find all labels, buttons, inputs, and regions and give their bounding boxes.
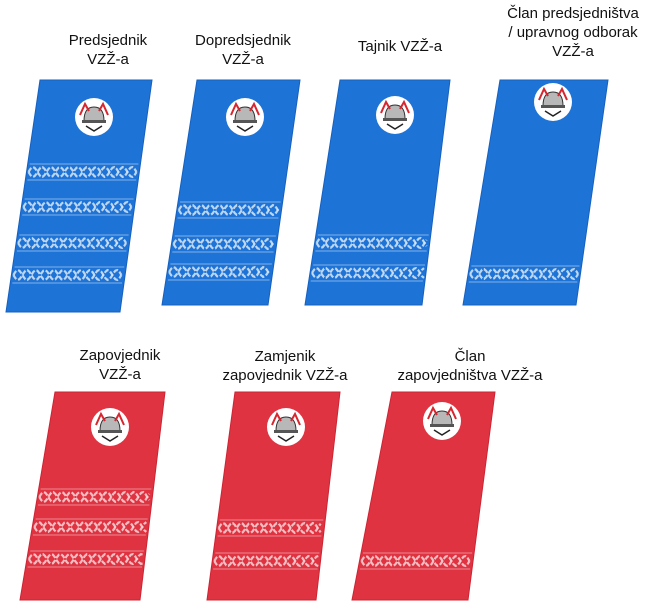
rank-label-tajnik: Tajnik VZŽ-a bbox=[357, 38, 443, 55]
braid-band bbox=[310, 264, 425, 282]
braid-band bbox=[27, 163, 139, 181]
board-body bbox=[351, 391, 496, 601]
braid-band bbox=[217, 519, 324, 537]
firefighter-helmet-emblem-icon bbox=[376, 96, 414, 134]
board-body bbox=[161, 79, 301, 306]
braid-band bbox=[172, 235, 276, 253]
board-body bbox=[462, 79, 609, 306]
braid-band bbox=[468, 265, 580, 283]
braid-band bbox=[359, 552, 473, 570]
board-body bbox=[206, 391, 341, 601]
braid-band bbox=[16, 234, 129, 252]
braid-band bbox=[167, 263, 272, 281]
shoulder-board-zapovjednik bbox=[19, 391, 166, 601]
firefighter-helmet-emblem-icon bbox=[91, 408, 129, 446]
firefighter-helmet-emblem-icon bbox=[534, 83, 572, 121]
braid-band bbox=[27, 550, 144, 568]
shoulder-board-zamjenik-zapovjednika bbox=[206, 391, 341, 601]
shoulder-board-dopredsjednik bbox=[161, 79, 301, 306]
board-body bbox=[5, 79, 153, 313]
braid-band bbox=[213, 552, 320, 570]
braid-band bbox=[37, 488, 152, 506]
firefighter-helmet-emblem-icon bbox=[75, 98, 113, 136]
rank-label-clan-predsjednistva: Član predsjedništva / upravnog odborak V… bbox=[507, 5, 639, 60]
braid-band bbox=[315, 234, 429, 252]
shoulder-board-tajnik bbox=[304, 79, 451, 306]
braid-band bbox=[12, 266, 125, 284]
rank-label-dopredsjednik: Dopredsjednik VZŽ-a bbox=[195, 32, 291, 68]
rank-label-zapovjednik: Zapovjednik VZŽ-a bbox=[79, 347, 161, 383]
firefighter-helmet-emblem-icon bbox=[226, 98, 264, 136]
board-body bbox=[304, 79, 451, 306]
braid-band bbox=[177, 201, 281, 219]
rank-label-zamjenik-zapovjednika: Zamjenik zapovjednik VZŽ-a bbox=[222, 348, 348, 384]
rank-label-predsjednik: Predsjednik VZŽ-a bbox=[68, 32, 148, 68]
firefighter-helmet-emblem-icon bbox=[267, 408, 305, 446]
shoulder-board-clan-zapovjednistva bbox=[351, 391, 496, 601]
rank-label-clan-zapovjednistva: Član zapovjedništva VZŽ-a bbox=[397, 348, 543, 384]
shoulder-board-clan-predsjednistva bbox=[462, 79, 609, 306]
shoulder-board-predsjednik bbox=[5, 79, 153, 313]
braid-band bbox=[32, 518, 148, 536]
firefighter-helmet-emblem-icon bbox=[423, 402, 461, 440]
braid-band bbox=[22, 198, 134, 216]
